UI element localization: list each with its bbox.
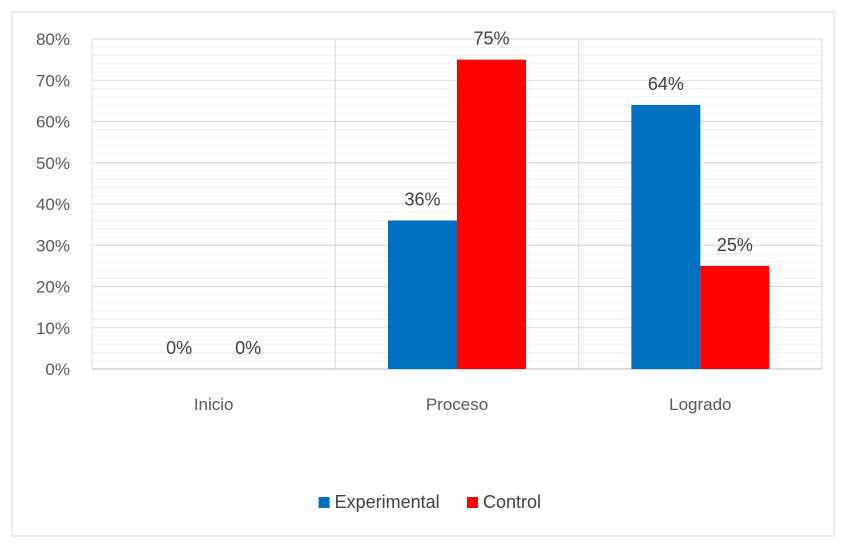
bar-control-proceso (457, 59, 526, 369)
data-label: 75% (473, 29, 509, 49)
data-label: 0% (166, 338, 192, 358)
y-tick-label: 30% (36, 236, 70, 255)
y-tick-label: 70% (36, 71, 70, 90)
data-labels: 0% 36% 64% 0% 75% 25% (166, 29, 753, 358)
data-label: 0% (235, 338, 261, 358)
y-tick-label: 80% (36, 30, 70, 49)
data-label: 36% (404, 190, 440, 210)
bars (388, 59, 770, 369)
y-tick-label: 0% (45, 360, 70, 379)
x-tick-label: Logrado (669, 395, 731, 414)
legend: Experimental Control (318, 492, 541, 512)
bar-experimental-logrado (631, 105, 701, 369)
legend-swatch-control (467, 497, 478, 508)
x-tick-label: Proceso (426, 395, 488, 414)
y-tick-label: 20% (36, 278, 70, 297)
bar-experimental-proceso (388, 220, 457, 369)
y-tick-label: 40% (36, 195, 70, 214)
y-tick-label: 10% (36, 319, 70, 338)
y-tick-label: 50% (36, 154, 70, 173)
bar-control-logrado (700, 265, 770, 369)
data-label: 25% (717, 235, 753, 255)
legend-label-control: Control (483, 492, 541, 512)
legend-swatch-experimental (318, 497, 330, 508)
y-tick-label: 60% (36, 113, 70, 132)
data-label: 64% (648, 74, 684, 94)
legend-label-experimental: Experimental (335, 492, 440, 512)
x-tick-label: Inicio (194, 395, 234, 414)
